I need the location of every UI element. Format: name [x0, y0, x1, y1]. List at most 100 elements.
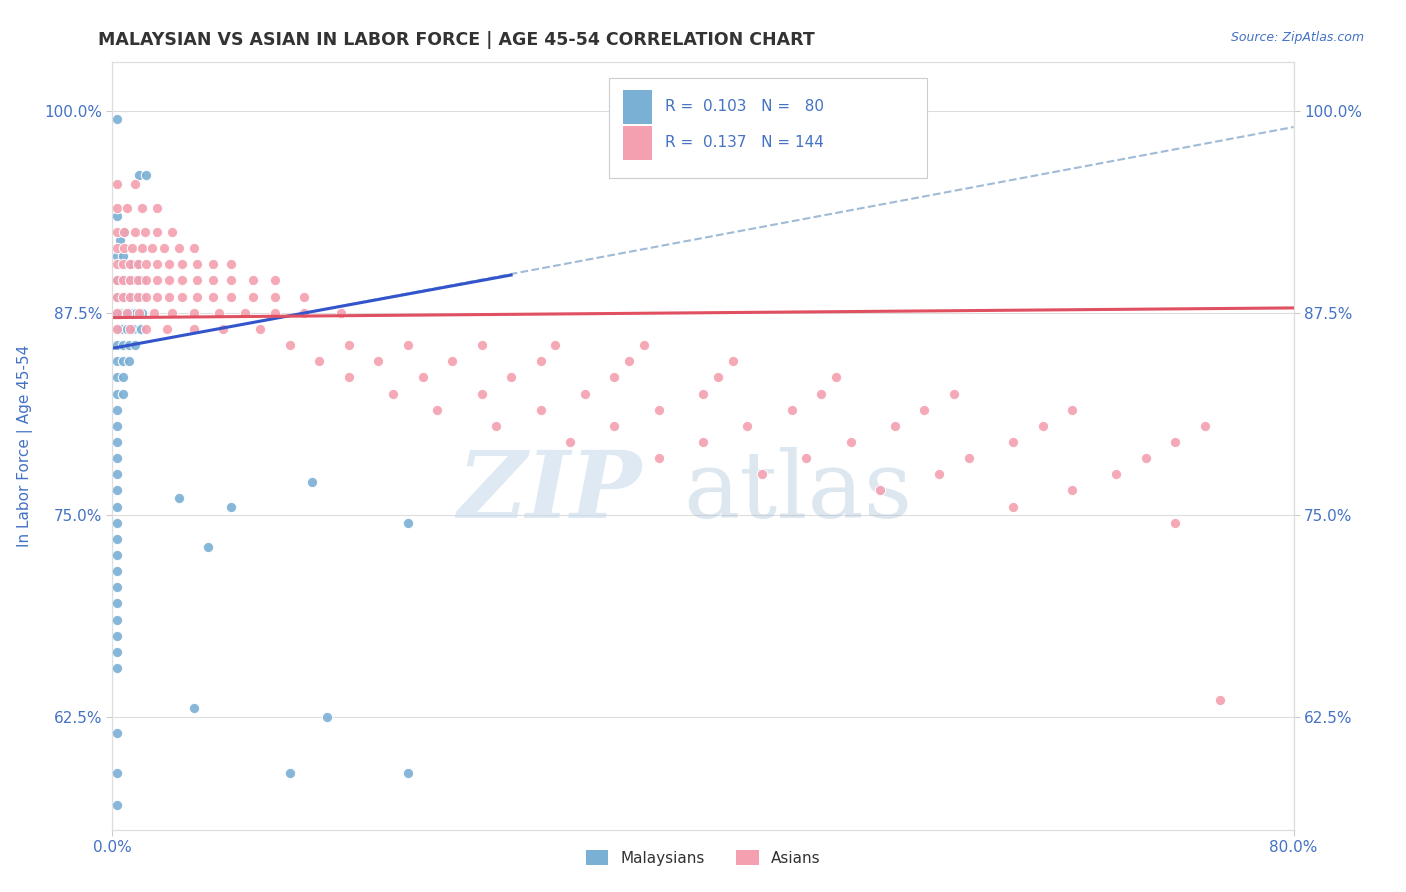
Point [219, 273, 242, 287]
Point [105, 322, 128, 336]
Point [692, 386, 714, 401]
Point [367, 354, 389, 368]
Point [737, 418, 759, 433]
Point [135, 169, 157, 183]
Point [127, 290, 149, 304]
Point [884, 418, 907, 433]
Point [330, 306, 353, 320]
Point [105, 451, 128, 466]
Point [1208, 693, 1232, 707]
Point [839, 434, 862, 449]
Point [110, 306, 132, 320]
Point [1032, 418, 1054, 433]
Point [141, 241, 163, 255]
Point [117, 201, 138, 215]
Point [928, 467, 950, 482]
Point [810, 386, 832, 401]
Point [105, 370, 128, 384]
Point [128, 306, 150, 320]
Point [131, 306, 153, 320]
Point [146, 201, 169, 215]
Point [105, 645, 128, 659]
Point [485, 418, 508, 433]
Bar [623, 126, 652, 161]
Point [647, 451, 671, 466]
Point [233, 306, 256, 320]
Point [558, 434, 582, 449]
Point [135, 273, 157, 287]
Point [118, 354, 141, 368]
Point [117, 306, 138, 320]
Point [120, 322, 142, 336]
Point [157, 290, 180, 304]
Point [201, 290, 224, 304]
Point [121, 241, 143, 255]
Point [105, 766, 128, 780]
Text: R =  0.137   N = 144: R = 0.137 N = 144 [665, 136, 824, 151]
Point [131, 201, 153, 215]
Point [111, 370, 134, 384]
Point [105, 338, 128, 352]
Point [942, 386, 965, 401]
Point [129, 322, 152, 336]
Point [105, 322, 128, 336]
Point [105, 386, 128, 401]
Point [160, 225, 183, 239]
Point [197, 540, 219, 554]
Point [124, 273, 146, 287]
Point [692, 434, 714, 449]
Point [135, 322, 157, 336]
Point [1001, 434, 1024, 449]
Point [105, 516, 128, 530]
Point [501, 370, 523, 384]
Point [128, 257, 150, 271]
Point [157, 257, 180, 271]
Text: R =  0.103   N =   80: R = 0.103 N = 80 [665, 99, 824, 114]
Point [1164, 516, 1187, 530]
Point [105, 629, 128, 643]
Point [105, 798, 128, 813]
Point [105, 467, 128, 482]
Point [186, 290, 208, 304]
Point [120, 290, 142, 304]
Point [142, 306, 165, 320]
Text: Source: ZipAtlas.com: Source: ZipAtlas.com [1230, 31, 1364, 45]
Point [292, 290, 315, 304]
Point [111, 386, 134, 401]
Point [120, 290, 142, 304]
Bar [623, 90, 652, 124]
Point [117, 322, 138, 336]
Point [264, 273, 287, 287]
Point [337, 370, 360, 384]
Point [105, 201, 128, 215]
Point [120, 273, 142, 287]
Point [127, 273, 149, 287]
Point [264, 290, 287, 304]
Text: ZIP: ZIP [457, 447, 641, 537]
Point [208, 306, 231, 320]
Point [1105, 467, 1128, 482]
Point [108, 233, 131, 247]
Point [396, 766, 419, 780]
Point [160, 306, 183, 320]
Point [105, 418, 128, 433]
Bar [609, 78, 928, 178]
Point [134, 225, 156, 239]
Point [135, 257, 157, 271]
Point [105, 273, 128, 287]
Point [212, 322, 235, 336]
Point [824, 370, 846, 384]
Point [751, 467, 773, 482]
Point [1001, 500, 1024, 514]
Point [112, 241, 135, 255]
Point [105, 532, 128, 546]
Point [264, 306, 287, 320]
Point [544, 338, 567, 352]
Point [124, 338, 146, 352]
Point [308, 354, 330, 368]
Point [105, 290, 128, 304]
Point [796, 451, 818, 466]
Point [647, 402, 671, 417]
Point [105, 112, 128, 126]
Point [105, 402, 128, 417]
